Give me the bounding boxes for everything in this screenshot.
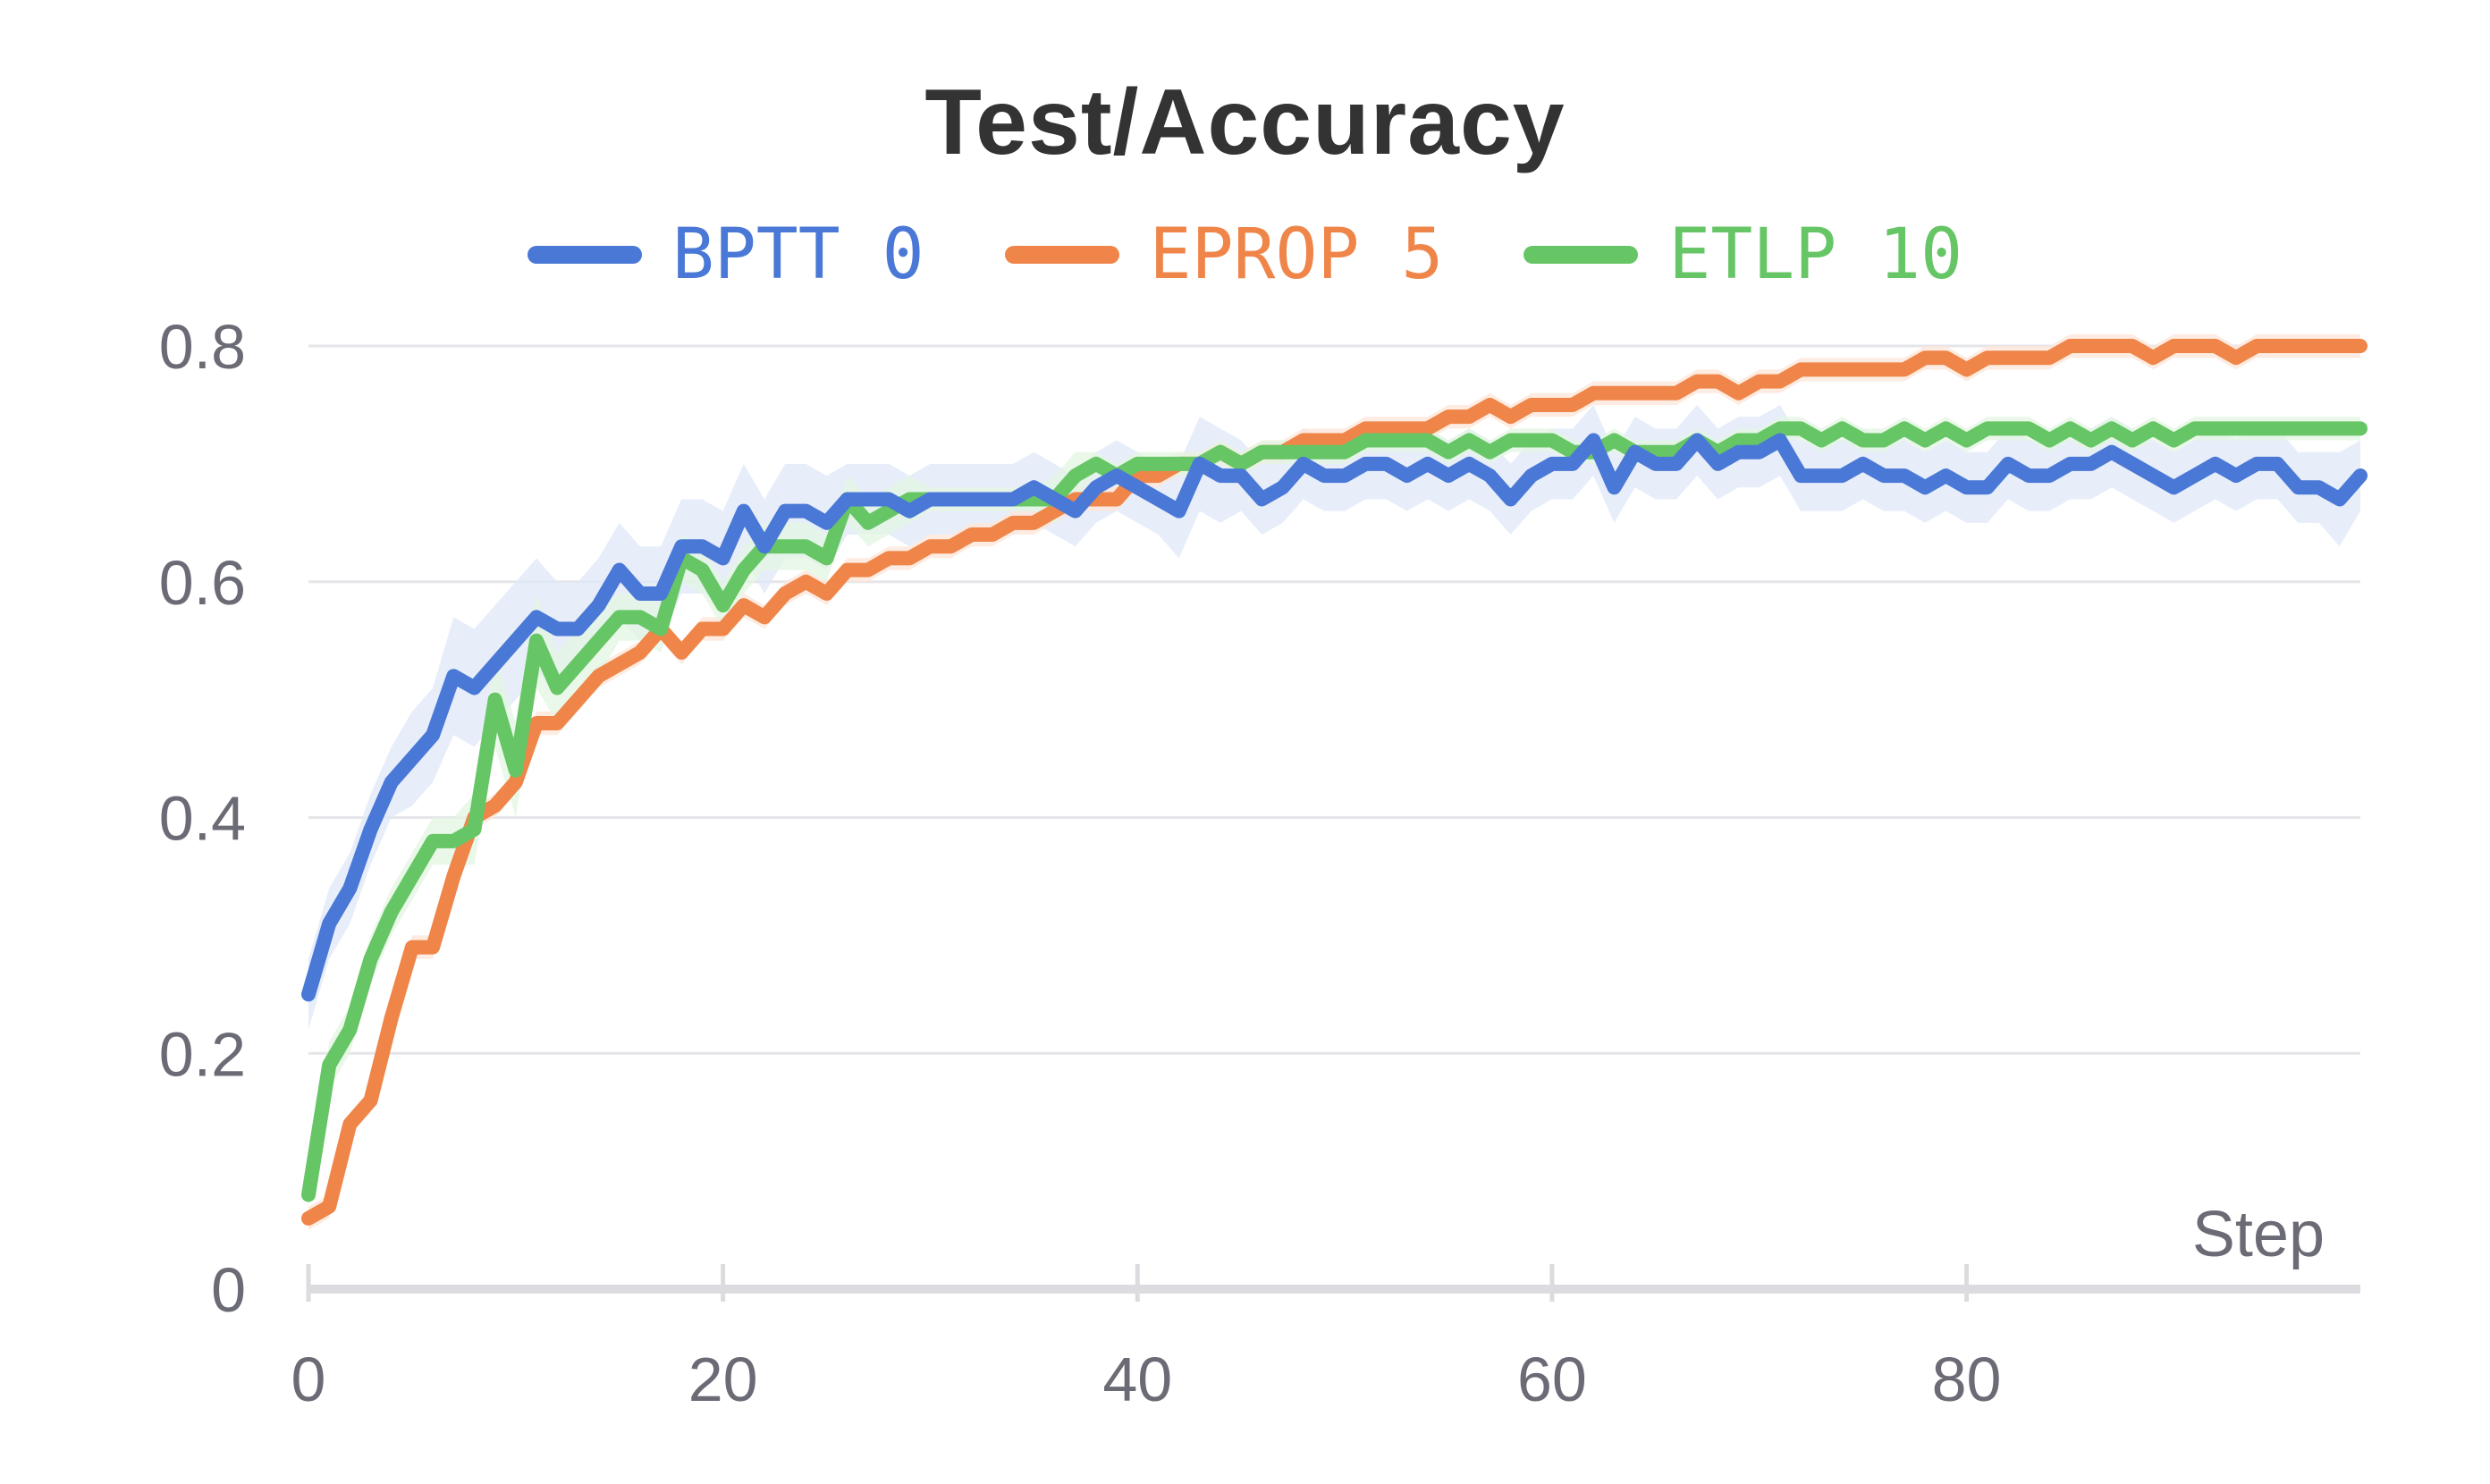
y-tick-label: 0.8 [159, 312, 246, 382]
series-line-bptt[interactable] [301, 433, 2368, 1002]
chart-title: Test/Accuracy [924, 71, 1566, 174]
legend-swatch-etlp [1524, 246, 1639, 264]
series-band-bptt [308, 404, 2360, 1030]
series-line-etlp[interactable] [301, 421, 2368, 1202]
x-tick-label: 40 [1102, 1345, 1172, 1414]
x-tick-label: 20 [688, 1345, 758, 1414]
legend-item-etlp[interactable]: ETLP 10 [1524, 215, 1962, 295]
y-tick-label: 0.6 [159, 548, 246, 618]
legend-item-eprop[interactable]: EPROP 5 [1004, 215, 1444, 295]
legend: BPTT 0 EPROP 5 ETLP 10 [0, 215, 2490, 295]
y-tick-label: 0.2 [159, 1019, 246, 1089]
y-tick-label: 0.4 [159, 784, 246, 854]
axes: 0 0.2 0.4 0.6 0.8 0 20 40 60 80 [159, 312, 2360, 1414]
legend-item-bptt[interactable]: BPTT 0 [527, 215, 924, 295]
y-tick-label: 0 [211, 1255, 246, 1325]
legend-swatch-eprop [1004, 246, 1119, 264]
legend-label-etlp: ETLP 10 [1668, 215, 1963, 295]
legend-label-eprop: EPROP 5 [1149, 215, 1444, 295]
x-tick-label: 60 [1517, 1345, 1587, 1414]
legend-swatch-bptt [527, 246, 642, 264]
series-lines [301, 339, 2368, 1226]
series-line-eprop[interactable] [301, 339, 2368, 1226]
x-tick-label: 0 [291, 1345, 326, 1414]
x-axis-title: Step [2192, 1199, 2325, 1270]
x-tick-label: 80 [1932, 1345, 2002, 1414]
legend-label-bptt: BPTT 0 [671, 215, 924, 295]
